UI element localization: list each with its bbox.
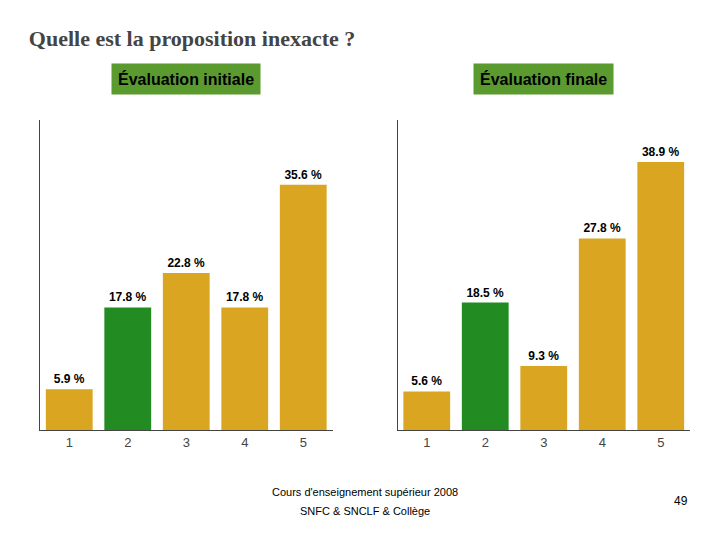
svg-text:2: 2: [482, 435, 489, 450]
svg-text:17.8 %: 17.8 %: [226, 290, 264, 304]
svg-text:49: 49: [674, 494, 688, 508]
svg-text:5: 5: [657, 435, 664, 450]
svg-text:3: 3: [183, 435, 190, 450]
svg-text:9.3 %: 9.3 %: [528, 349, 559, 363]
svg-text:Cours d'enseignement supérieur: Cours d'enseignement supérieur 2008: [272, 486, 458, 498]
svg-text:SNFC & SNCLF & Collège: SNFC & SNCLF & Collège: [300, 505, 430, 517]
svg-text:5: 5: [300, 435, 307, 450]
svg-text:22.8 %: 22.8 %: [167, 256, 205, 270]
svg-text:38.9 %: 38.9 %: [642, 145, 680, 159]
svg-text:4: 4: [241, 435, 248, 450]
svg-text:35.6 %: 35.6 %: [284, 168, 322, 182]
svg-text:17.8 %: 17.8 %: [109, 290, 147, 304]
svg-text:5.9 %: 5.9 %: [54, 372, 85, 386]
svg-text:Évaluation finale: Évaluation finale: [480, 70, 607, 88]
svg-text:4: 4: [599, 435, 606, 450]
svg-text:2: 2: [124, 435, 131, 450]
svg-text:Quelle est la proposition inex: Quelle est la proposition inexacte ?: [29, 26, 356, 51]
svg-text:3: 3: [540, 435, 547, 450]
svg-text:27.8 %: 27.8 %: [583, 221, 621, 235]
svg-text:1: 1: [66, 435, 73, 450]
svg-text:18.5 %: 18.5 %: [466, 286, 504, 300]
svg-text:5.6 %: 5.6 %: [411, 374, 442, 388]
svg-text:Évaluation initiale: Évaluation initiale: [118, 70, 254, 88]
svg-text:1: 1: [423, 435, 430, 450]
